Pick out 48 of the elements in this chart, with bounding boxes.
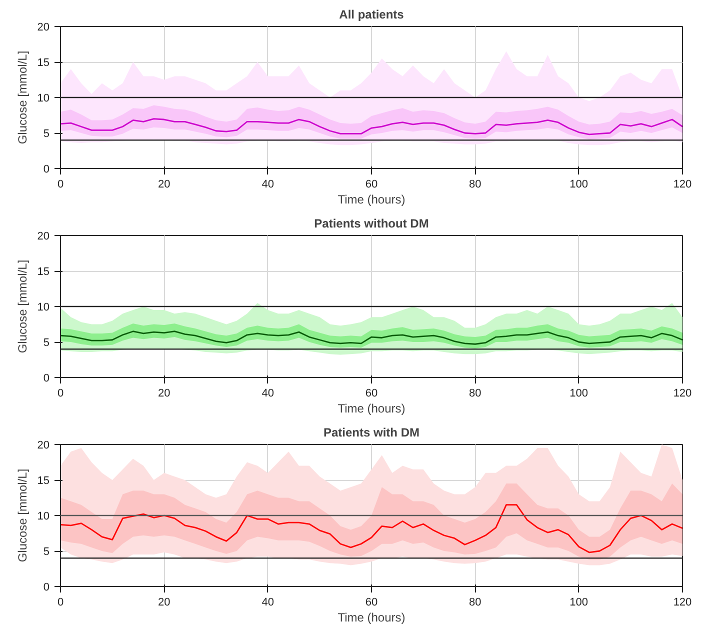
x-tick-label: 0: [57, 388, 64, 400]
line-series: [60, 330, 682, 345]
x-tick-label: 120: [673, 596, 692, 608]
chart-title: All patients: [339, 8, 404, 22]
y-tick-label: 0: [43, 582, 50, 594]
x-tick-label: 80: [469, 388, 482, 400]
y-tick-label: 0: [43, 372, 50, 384]
chart-title: Patients without DM: [314, 216, 429, 230]
x-tick-label: 40: [262, 596, 274, 608]
y-tick-label: 20: [37, 440, 50, 452]
x-tick-label: 80: [469, 178, 482, 190]
y-axis-title: Glucose [mmol/L]: [15, 468, 30, 562]
x-tick-label: 100: [570, 388, 588, 400]
x-axis-title: Time (hours): [338, 610, 406, 624]
x-tick-label: 120: [673, 388, 692, 400]
y-tick-label: 15: [37, 57, 50, 69]
x-tick-label: 20: [158, 388, 170, 400]
y-tick-label: 10: [37, 302, 50, 314]
y-axis-title: Glucose [mmol/L]: [15, 260, 30, 354]
y-tick-label: 15: [37, 475, 50, 487]
y-tick-label: 10: [37, 510, 50, 522]
line-series: [60, 504, 682, 554]
x-tick-label: 100: [570, 178, 588, 190]
x-tick-label: 0: [57, 178, 64, 190]
x-tick-label: 40: [262, 178, 274, 190]
x-tick-label: 100: [570, 596, 588, 608]
y-tick-label: 0: [43, 164, 50, 176]
x-tick-label: 60: [365, 388, 378, 400]
y-axis-title: Glucose [mmol/L]: [15, 50, 30, 144]
x-axis-title: Time (hours): [338, 192, 406, 206]
y-tick-label: 5: [43, 337, 50, 349]
y-tick-label: 15: [37, 266, 50, 278]
y-tick-label: 10: [37, 92, 50, 104]
x-tick-label: 80: [469, 596, 482, 608]
x-tick-label: 20: [158, 178, 170, 190]
x-axis-title: Time (hours): [338, 402, 406, 416]
x-tick-label: 60: [365, 596, 378, 608]
y-tick-label: 5: [43, 128, 50, 140]
x-tick-label: 120: [673, 178, 692, 190]
chart-title: Patients with DM: [323, 426, 420, 440]
x-tick-label: 60: [365, 178, 378, 190]
x-tick-label: 20: [158, 596, 170, 608]
y-tick-label: 5: [43, 546, 50, 558]
y-tick-label: 20: [37, 230, 50, 242]
line-series: [60, 118, 682, 136]
y-tick-label: 20: [37, 22, 50, 34]
x-tick-label: 40: [262, 388, 274, 400]
x-tick-label: 0: [57, 596, 64, 608]
